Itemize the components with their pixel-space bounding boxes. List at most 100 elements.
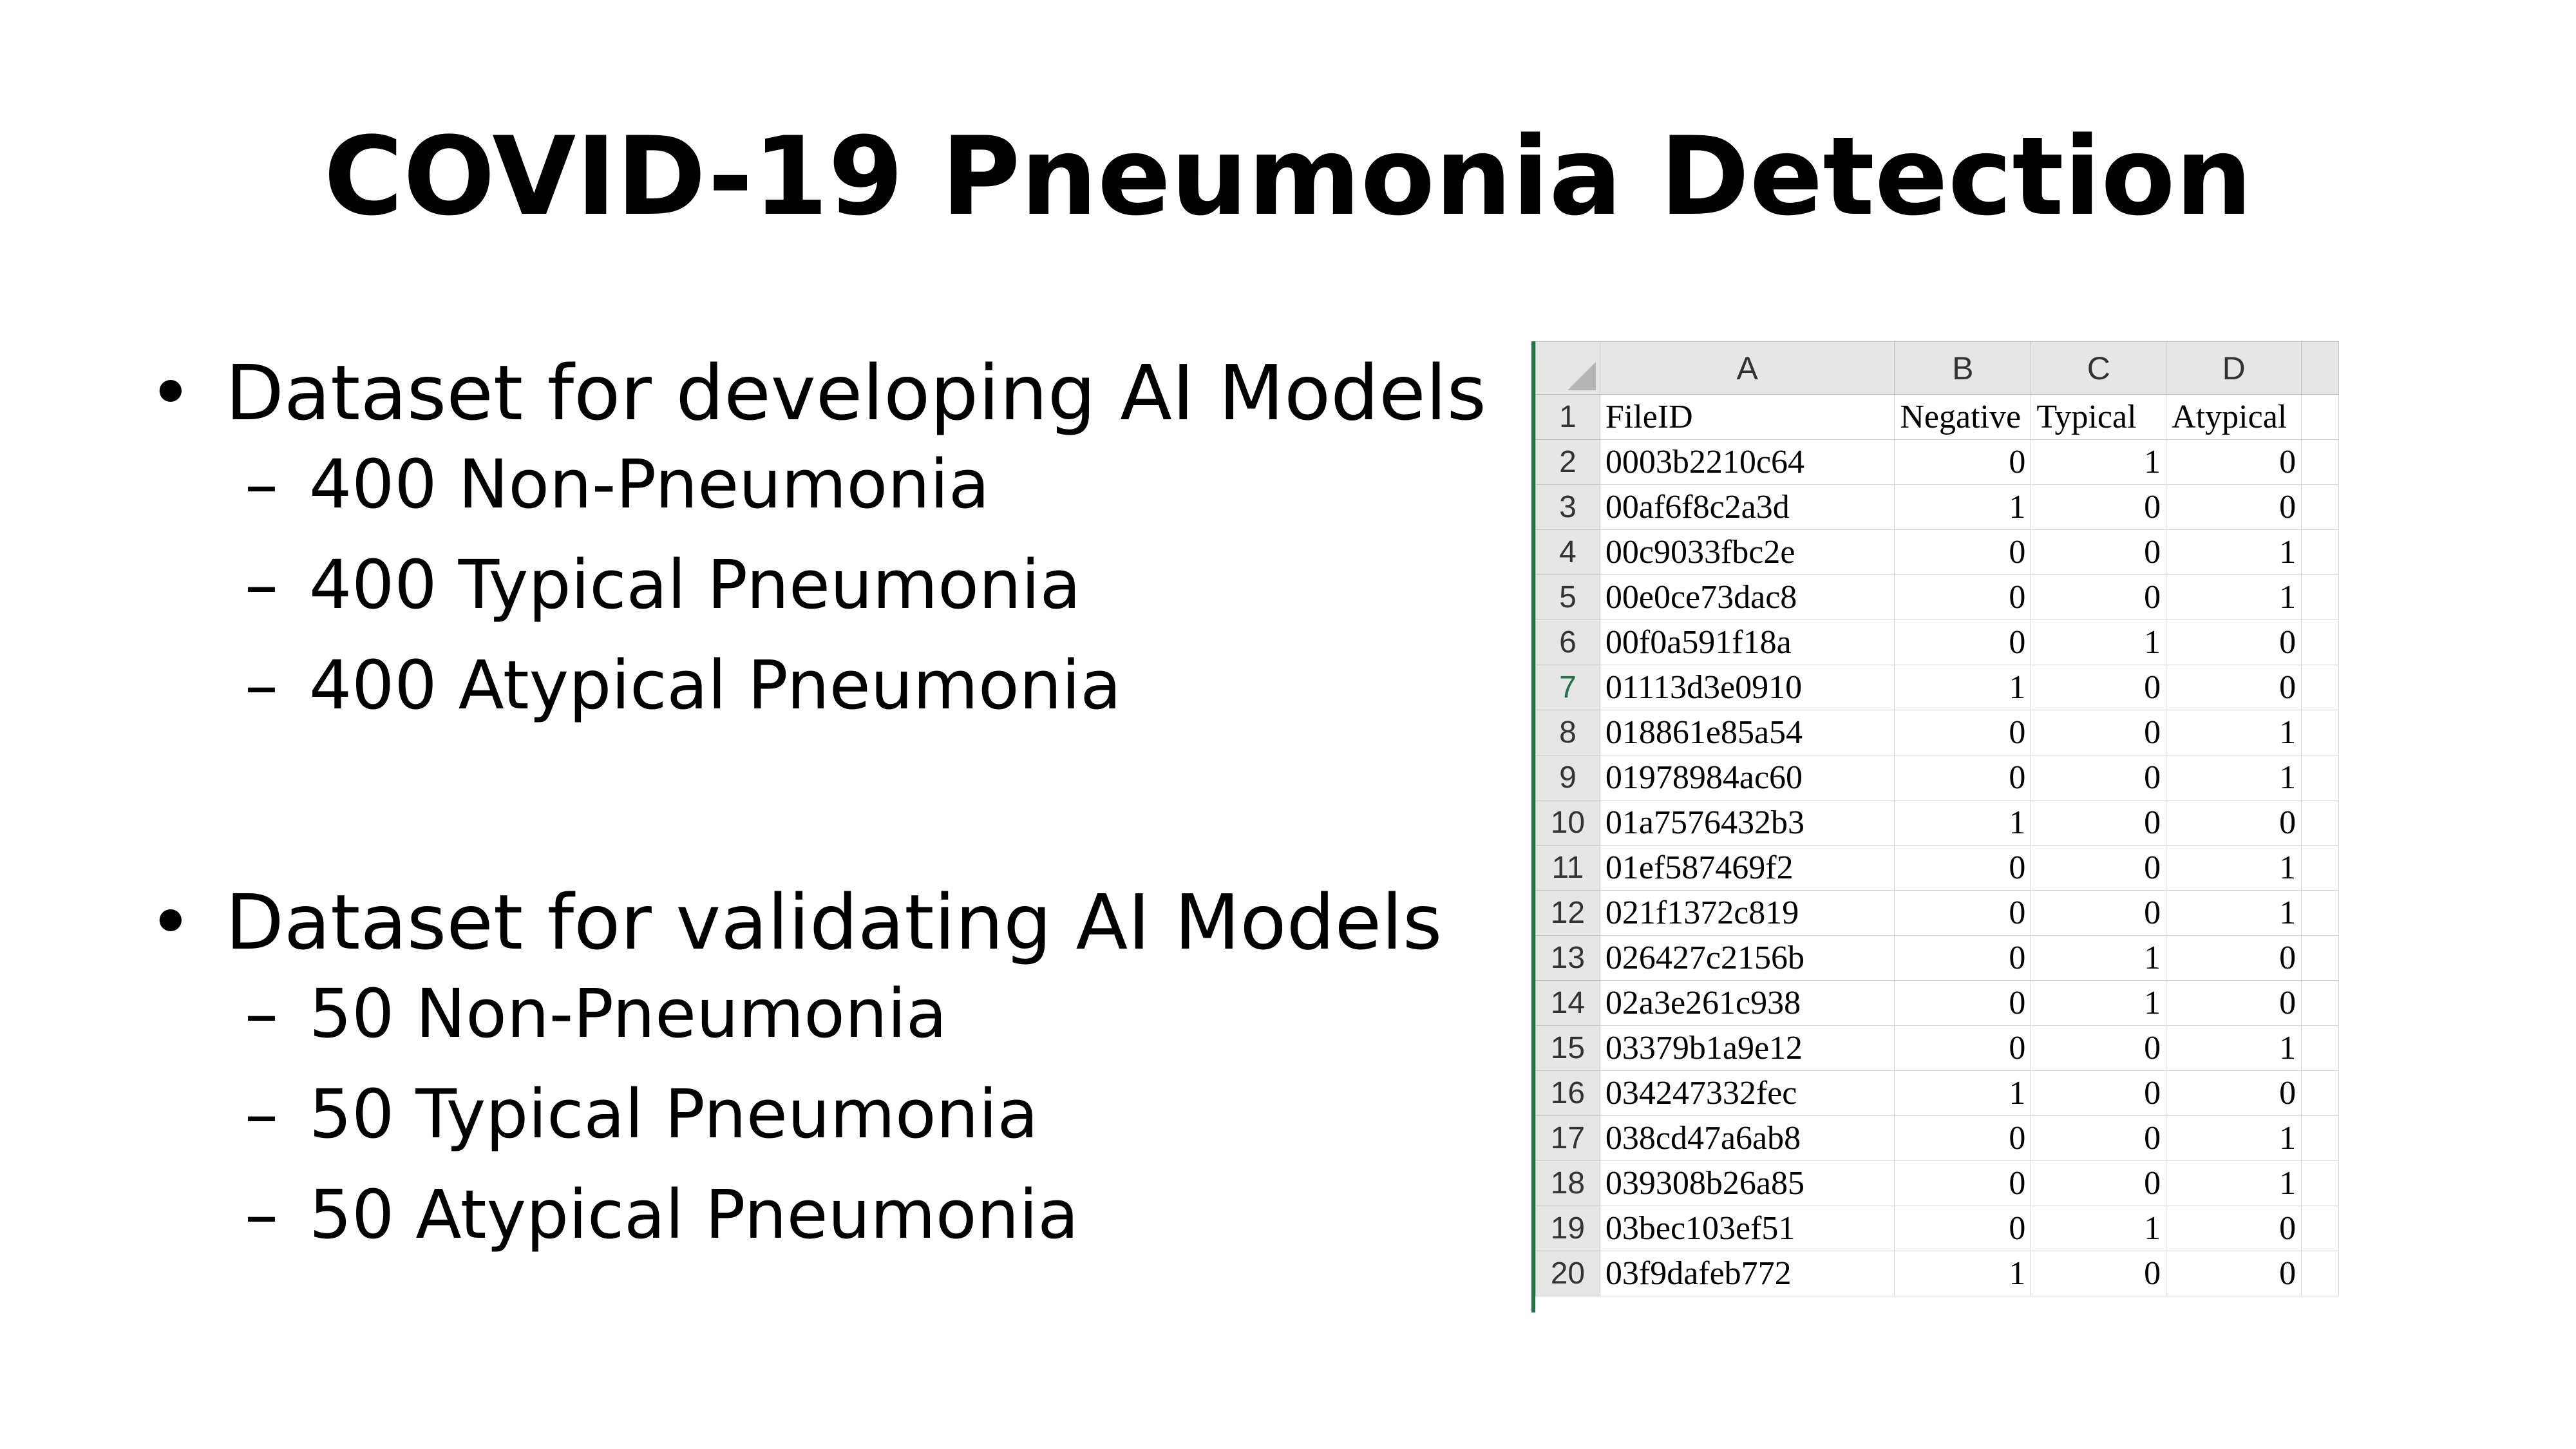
empty-cell[interactable] <box>2301 710 2339 755</box>
cell-typical[interactable]: 0 <box>2031 890 2167 936</box>
cell-fileid[interactable]: 039308b26a85 <box>1599 1160 1895 1206</box>
cell-negative[interactable]: 0 <box>1894 1115 2032 1161</box>
cell-negative[interactable]: 0 <box>1894 529 2032 575</box>
row-number[interactable]: 6 <box>1535 620 1600 665</box>
cell-atypical[interactable]: 1 <box>2166 529 2302 575</box>
cell-negative[interactable]: 1 <box>1894 1251 2032 1296</box>
cell-typical[interactable]: 0 <box>2031 800 2167 846</box>
cell-atypical[interactable]: 0 <box>2166 620 2302 665</box>
cell-atypical-header[interactable]: Atypical <box>2166 394 2302 440</box>
row-number[interactable]: 9 <box>1535 755 1600 800</box>
empty-cell[interactable] <box>2301 980 2339 1026</box>
cell-typical[interactable]: 1 <box>2031 980 2167 1026</box>
cell-atypical[interactable]: 0 <box>2166 980 2302 1026</box>
cell-typical[interactable]: 0 <box>2031 574 2167 620</box>
row-number[interactable]: 13 <box>1535 935 1600 981</box>
cell-fileid[interactable]: 018861e85a54 <box>1599 710 1895 755</box>
cell-typical[interactable]: 0 <box>2031 710 2167 755</box>
cell-atypical[interactable]: 1 <box>2166 755 2302 800</box>
empty-cell[interactable] <box>2301 665 2339 710</box>
cell-negative[interactable]: 0 <box>1894 574 2032 620</box>
row-number[interactable]: 10 <box>1535 800 1600 846</box>
cell-fileid[interactable]: 03f9dafeb772 <box>1599 1251 1895 1296</box>
empty-cell[interactable] <box>2301 1070 2339 1116</box>
cell-fileid[interactable]: 00f0a591f18a <box>1599 620 1895 665</box>
cell-typical-header[interactable]: Typical <box>2031 394 2167 440</box>
cell-fileid[interactable]: 00c9033fbc2e <box>1599 529 1895 575</box>
cell-fileid[interactable]: 0003b2210c64 <box>1599 439 1895 485</box>
cell-atypical[interactable]: 0 <box>2166 665 2302 710</box>
cell-typical[interactable]: 0 <box>2031 484 2167 530</box>
row-number[interactable]: 19 <box>1535 1206 1600 1251</box>
cell-typical[interactable]: 0 <box>2031 755 2167 800</box>
empty-cell[interactable] <box>2301 845 2339 891</box>
cell-fileid[interactable]: 026427c2156b <box>1599 935 1895 981</box>
row-number[interactable]: 18 <box>1535 1160 1600 1206</box>
cell-fileid[interactable]: 02a3e261c938 <box>1599 980 1895 1026</box>
column-header-e[interactable] <box>2301 341 2339 395</box>
cell-fileid[interactable]: 01978984ac60 <box>1599 755 1895 800</box>
empty-cell[interactable] <box>2301 1025 2339 1071</box>
column-header-c[interactable]: C <box>2031 341 2167 395</box>
cell-typical[interactable]: 1 <box>2031 1206 2167 1251</box>
row-number[interactable]: 14 <box>1535 980 1600 1026</box>
cell-negative[interactable]: 1 <box>1894 1070 2032 1116</box>
cell-fileid[interactable]: 01a7576432b3 <box>1599 800 1895 846</box>
empty-cell[interactable] <box>2301 394 2339 440</box>
cell-negative[interactable]: 0 <box>1894 1206 2032 1251</box>
cell-negative[interactable]: 0 <box>1894 1025 2032 1071</box>
empty-cell[interactable] <box>2301 529 2339 575</box>
cell-atypical[interactable]: 0 <box>2166 800 2302 846</box>
cell-typical[interactable]: 0 <box>2031 1251 2167 1296</box>
cell-fileid[interactable]: 021f1372c819 <box>1599 890 1895 936</box>
empty-cell[interactable] <box>2301 1251 2339 1296</box>
row-number[interactable]: 4 <box>1535 529 1600 575</box>
cell-fileid[interactable]: 034247332fec <box>1599 1070 1895 1116</box>
cell-negative[interactable]: 1 <box>1894 665 2032 710</box>
cell-typical[interactable]: 0 <box>2031 1160 2167 1206</box>
cell-negative[interactable]: 0 <box>1894 439 2032 485</box>
cell-atypical[interactable]: 0 <box>2166 1206 2302 1251</box>
row-number[interactable]: 8 <box>1535 710 1600 755</box>
row-number[interactable]: 2 <box>1535 439 1600 485</box>
row-number[interactable]: 15 <box>1535 1025 1600 1071</box>
row-number[interactable]: 12 <box>1535 890 1600 936</box>
cell-fileid-header[interactable]: FileID <box>1599 394 1895 440</box>
cell-typical[interactable]: 1 <box>2031 439 2167 485</box>
cell-atypical[interactable]: 1 <box>2166 845 2302 891</box>
cell-typical[interactable]: 0 <box>2031 529 2167 575</box>
cell-fileid[interactable]: 00af6f8c2a3d <box>1599 484 1895 530</box>
cell-atypical[interactable]: 1 <box>2166 1115 2302 1161</box>
cell-typical[interactable]: 1 <box>2031 935 2167 981</box>
cell-negative[interactable]: 0 <box>1894 710 2032 755</box>
row-number[interactable]: 16 <box>1535 1070 1600 1116</box>
cell-negative-header[interactable]: Negative <box>1894 394 2032 440</box>
empty-cell[interactable] <box>2301 935 2339 981</box>
empty-cell[interactable] <box>2301 484 2339 530</box>
cell-typical[interactable]: 1 <box>2031 620 2167 665</box>
cell-fileid[interactable]: 03379b1a9e12 <box>1599 1025 1895 1071</box>
empty-cell[interactable] <box>2301 1206 2339 1251</box>
cell-negative[interactable]: 0 <box>1894 1160 2032 1206</box>
cell-atypical[interactable]: 0 <box>2166 935 2302 981</box>
column-header-a[interactable]: A <box>1599 341 1895 395</box>
select-all-corner[interactable] <box>1535 341 1600 395</box>
column-header-d[interactable]: D <box>2166 341 2302 395</box>
cell-typical[interactable]: 0 <box>2031 665 2167 710</box>
cell-fileid[interactable]: 01113d3e0910 <box>1599 665 1895 710</box>
cell-typical[interactable]: 0 <box>2031 1070 2167 1116</box>
empty-cell[interactable] <box>2301 1115 2339 1161</box>
cell-negative[interactable]: 0 <box>1894 980 2032 1026</box>
row-number[interactable]: 5 <box>1535 574 1600 620</box>
empty-cell[interactable] <box>2301 574 2339 620</box>
cell-atypical[interactable]: 1 <box>2166 574 2302 620</box>
empty-cell[interactable] <box>2301 800 2339 846</box>
row-number[interactable]: 17 <box>1535 1115 1600 1161</box>
cell-atypical[interactable]: 0 <box>2166 1070 2302 1116</box>
cell-fileid[interactable]: 03bec103ef51 <box>1599 1206 1895 1251</box>
cell-atypical[interactable]: 1 <box>2166 1160 2302 1206</box>
column-header-b[interactable]: B <box>1894 341 2032 395</box>
empty-cell[interactable] <box>2301 620 2339 665</box>
row-number[interactable]: 20 <box>1535 1251 1600 1296</box>
row-number[interactable]: 7 <box>1535 665 1600 710</box>
